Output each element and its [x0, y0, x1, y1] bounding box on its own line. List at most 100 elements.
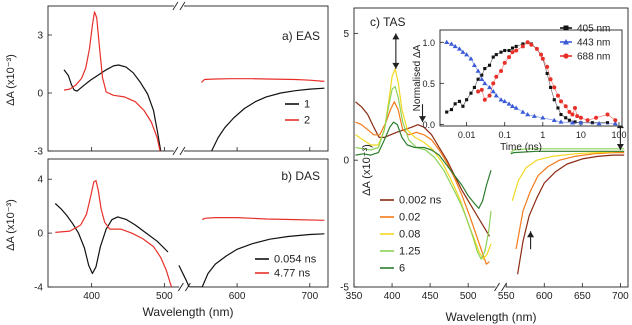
data-point-443-nm	[578, 120, 584, 125]
data-point-443-nm	[509, 103, 515, 109]
panel-c-label: c) TAS	[370, 15, 406, 29]
series-line-0-02	[355, 101, 490, 265]
data-point-688-nm	[567, 110, 572, 115]
data-point-443-nm	[487, 84, 493, 90]
data-point-688-nm	[575, 114, 580, 119]
legend-label-0-02: 0.02	[399, 212, 420, 224]
data-point-688-nm	[494, 74, 499, 79]
chart3-x-tick-label: 100	[611, 130, 626, 140]
panel-c-x-axis-label: Wavelength (nm)	[446, 310, 537, 324]
data-point-443-nm	[482, 80, 488, 86]
chart3-y-tick-label: 0.5	[422, 79, 435, 89]
chart1-x-tick-label: 700	[301, 291, 318, 302]
data-point-443-nm	[493, 93, 499, 98]
chart0-y-tick-label: 0	[37, 89, 43, 100]
legend-label-1: 1	[304, 99, 310, 111]
data-point-443-nm	[551, 117, 557, 123]
data-point-688-nm	[563, 104, 568, 109]
chart1-x-tick-label: 600	[229, 291, 246, 302]
chart2-y-tick-label: 5	[343, 29, 349, 40]
data-point-688-nm	[572, 105, 577, 110]
data-point-443-nm	[525, 112, 531, 117]
legend-label-1-25: 1.25	[399, 246, 420, 258]
chart0-plot-area	[63, 11, 325, 151]
data-point-688-nm	[525, 40, 530, 45]
data-point-405-nm	[449, 108, 454, 112]
chart1-y-tick-label: 0	[37, 229, 43, 240]
chart3-y-tick-label: 0.0	[422, 120, 435, 130]
chart0-axis-break-mark	[172, 146, 179, 156]
chart2-frame	[353, 7, 629, 288]
data-point-688-nm	[534, 46, 539, 51]
data-point-688-nm	[476, 89, 481, 94]
data-point-688-nm	[491, 81, 496, 86]
chart2-x-tick-label: 500	[460, 291, 477, 302]
legend-label-0-08: 0.08	[399, 229, 420, 241]
legend-marker-443-nm	[563, 39, 569, 45]
chart1-plot-area	[54, 180, 325, 287]
data-point-688-nm	[552, 85, 557, 90]
chart3-y-tick-label: 1.0	[422, 38, 435, 48]
data-point-443-nm	[471, 62, 477, 68]
chart2-x-tick-label: 550	[498, 291, 515, 302]
series-line-1	[63, 64, 162, 151]
series-line-1	[211, 87, 325, 151]
legend-label-0-002-ns: 0.002 ns	[399, 195, 442, 207]
chart3-x-tick-label: 1	[540, 130, 545, 140]
data-point-405-nm	[491, 55, 495, 59]
data-point-688-nm	[539, 52, 544, 57]
data-point-688-nm	[570, 112, 575, 117]
data-point-688-nm	[594, 115, 599, 120]
data-point-405-nm	[510, 46, 515, 50]
data-point-688-nm	[479, 87, 484, 92]
data-point-443-nm	[520, 109, 526, 114]
double-arrow-700-head	[616, 144, 624, 151]
data-point-405-nm	[461, 104, 465, 108]
chart1-axis-break-mark	[177, 282, 184, 292]
data-point-443-nm	[502, 98, 508, 104]
legend-label-4-77-ns: 4.77 ns	[274, 268, 311, 280]
data-point-443-nm	[612, 121, 618, 126]
data-point-443-nm	[490, 89, 496, 94]
chart2-x-tick-label: 600	[536, 291, 553, 302]
data-point-405-nm	[494, 53, 498, 57]
data-point-405-nm	[465, 98, 469, 102]
data-point-443-nm	[452, 43, 458, 49]
data-point-405-nm	[514, 44, 518, 48]
data-point-443-nm	[558, 119, 564, 124]
chart1-x-tick-label: 400	[83, 291, 100, 302]
arrow-down-440-head	[419, 116, 426, 123]
data-point-405-nm	[469, 91, 473, 95]
series-line-1-25	[355, 86, 492, 260]
chart0-axis-break-mark	[179, 1, 186, 11]
legend-marker-405-nm	[563, 25, 569, 31]
data-point-443-nm	[498, 97, 504, 102]
chart2-x-tick-label: 450	[422, 291, 439, 302]
data-point-443-nm	[456, 46, 462, 51]
data-point-405-nm	[549, 85, 553, 89]
chart0-y-tick-label: -3	[34, 147, 43, 158]
data-point-443-nm	[531, 113, 537, 118]
chart2-y-tick-label: 0	[343, 156, 349, 167]
data-point-688-nm	[520, 44, 525, 49]
series-line-0-054-ns	[178, 233, 325, 287]
series-line-6	[355, 121, 492, 209]
arrow-up-580-head	[527, 231, 535, 238]
data-point-405-nm	[445, 110, 449, 114]
data-point-443-nm	[569, 120, 575, 125]
chart2-axis-break-mark	[494, 282, 500, 292]
chart0-axis-break-gap	[173, 148, 184, 154]
data-point-443-nm	[506, 101, 512, 106]
data-point-443-nm	[475, 68, 481, 73]
chart1-y-tick-label: -4	[34, 283, 43, 294]
data-point-443-nm	[596, 121, 602, 126]
panel-a-label: a) EAS	[282, 29, 320, 43]
legend-label-688-nm: 688 nm	[577, 52, 610, 63]
chart0-y-tick-label: 3	[37, 31, 43, 42]
series-line-0-002-ns	[355, 101, 491, 237]
series-line-4-77-ns	[201, 217, 325, 221]
data-point-688-nm	[613, 118, 618, 123]
chart3-x-tick-label: 0.1	[498, 130, 511, 140]
data-point-405-nm	[556, 106, 560, 110]
series-line-0-02	[515, 152, 625, 250]
